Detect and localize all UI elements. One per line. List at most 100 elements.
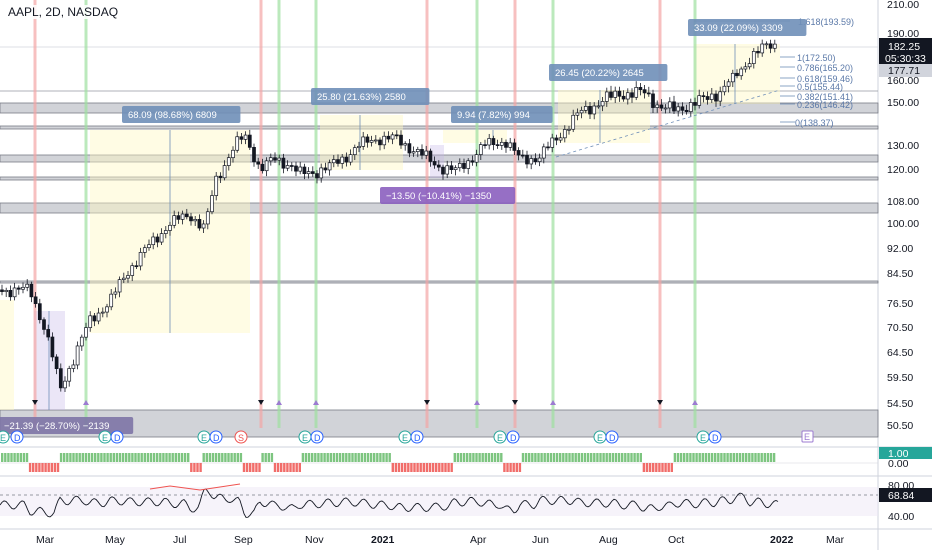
histogram-bar: [670, 463, 673, 472]
candle-body: [718, 91, 723, 102]
measure-zone: [0, 300, 14, 410]
candle-body: [218, 175, 223, 179]
candle-body: [390, 134, 395, 140]
histogram-bar: [338, 453, 342, 462]
histogram-bar: [590, 453, 593, 462]
candle-body: [625, 92, 630, 100]
histogram-bar: [162, 453, 165, 462]
price-axis[interactable]: 210.00190.00180.00170.00160.00150.00130.…: [879, 0, 932, 523]
measure-label-box: [688, 19, 807, 36]
histogram-bar: [593, 453, 596, 462]
buy-marker-icon: [550, 400, 556, 405]
histogram-bar: [636, 453, 639, 462]
indicator-value-tag: [879, 447, 932, 459]
candle-body: [281, 157, 286, 169]
candle-body: [420, 149, 424, 156]
candle-body: [432, 161, 437, 166]
histogram-bar: [72, 453, 75, 462]
dividend-icon: [310, 430, 324, 444]
candle-body: [12, 287, 17, 298]
histogram-bar: [661, 463, 664, 472]
indicator-value-label: 1.00: [888, 448, 909, 460]
histogram-bar: [156, 453, 159, 462]
earnings-icon: [493, 430, 507, 444]
histogram-bar: [239, 453, 243, 462]
dividend-icon: [209, 430, 223, 444]
histogram-bar: [264, 453, 267, 462]
histogram-bar: [617, 453, 621, 462]
candle-body: [331, 159, 336, 164]
measure-label-box: [549, 64, 668, 81]
countdown-label: 05:30:33: [885, 53, 926, 65]
histogram-bar: [56, 463, 60, 472]
histogram-bar: [481, 453, 484, 462]
histogram-bar: [565, 453, 568, 462]
measure-labels[interactable]: 68.09 (98.68%) 6809 25.80 (21.63%) 2580 9.…: [0, 19, 807, 434]
sr-band: [0, 125, 879, 130]
histogram-bar: [478, 453, 481, 462]
histogram-bar: [16, 453, 19, 462]
candle-body: [604, 91, 609, 102]
histogram-bar: [546, 453, 549, 462]
candle-body: [163, 230, 168, 234]
histogram-bar: [112, 453, 115, 462]
histogram-bar: [549, 453, 553, 462]
candle-body: [672, 101, 676, 112]
time-axis[interactable]: Mar May Jul Sep Nov 2021 Apr Jun Aug Oct 2022 Mar: [36, 534, 845, 546]
histogram-bar: [109, 453, 112, 462]
histogram-bar: [658, 463, 661, 472]
candle-body: [533, 158, 538, 162]
candle-body: [449, 165, 454, 170]
histogram-bar: [605, 453, 608, 462]
candle-body: [8, 290, 13, 298]
histogram-bar: [729, 453, 732, 462]
histogram-bar: [214, 453, 218, 462]
candle-body: [252, 147, 256, 163]
histogram-bar: [320, 453, 323, 462]
earnings-upcoming-icon: E: [804, 432, 810, 442]
symbol-title: AAPL, 2D, NASDAQ: [6, 5, 121, 19]
candle-body: [592, 105, 597, 115]
fibonacci-retracement[interactable]: 1.618(193.59) 1(172.50)0.786(165.20)0.618…: [555, 17, 854, 158]
histogram-bar: [645, 463, 649, 472]
sell-marker-icon: [657, 400, 663, 405]
histogram-bar: [648, 463, 652, 472]
candle-body: [756, 51, 760, 54]
candle-body: [575, 112, 580, 116]
histogram-bar: [97, 453, 100, 462]
candle-body: [457, 163, 462, 169]
histogram-bar: [289, 463, 292, 472]
candle-body: [667, 101, 672, 109]
candle-body: [273, 157, 277, 161]
price-tick-label: 120.00: [887, 164, 919, 176]
fib-level-label: 0.786(165.20): [797, 63, 853, 73]
histogram-bar: [131, 453, 134, 462]
candle-body: [42, 319, 46, 330]
dividend-icon: [410, 430, 424, 444]
candle-body: [25, 283, 30, 288]
dividend-icon: [708, 430, 722, 444]
histogram-bar: [537, 453, 540, 462]
candle-body: [630, 92, 634, 98]
event-marker-text: E: [302, 433, 308, 443]
candle-body: [504, 141, 508, 148]
histogram-bar: [555, 453, 559, 462]
candle-body: [382, 135, 387, 146]
candle-body: [16, 287, 21, 290]
histogram-bar: [633, 453, 636, 462]
histogram-bar: [38, 463, 41, 472]
histogram-bar: [317, 453, 320, 462]
candle-body: [726, 81, 731, 87]
candle-body: [243, 134, 248, 140]
candle-body: [96, 312, 101, 322]
candle-body: [310, 171, 315, 174]
time-tick-label: 2022: [770, 534, 794, 546]
candle-body: [516, 150, 521, 156]
candle-body: [138, 252, 143, 267]
histogram-bar: [642, 463, 646, 472]
fib-level-label: 0.5(155.44): [797, 82, 843, 92]
price-tick-label: 76.50: [887, 298, 913, 310]
histogram-bar: [357, 453, 360, 462]
